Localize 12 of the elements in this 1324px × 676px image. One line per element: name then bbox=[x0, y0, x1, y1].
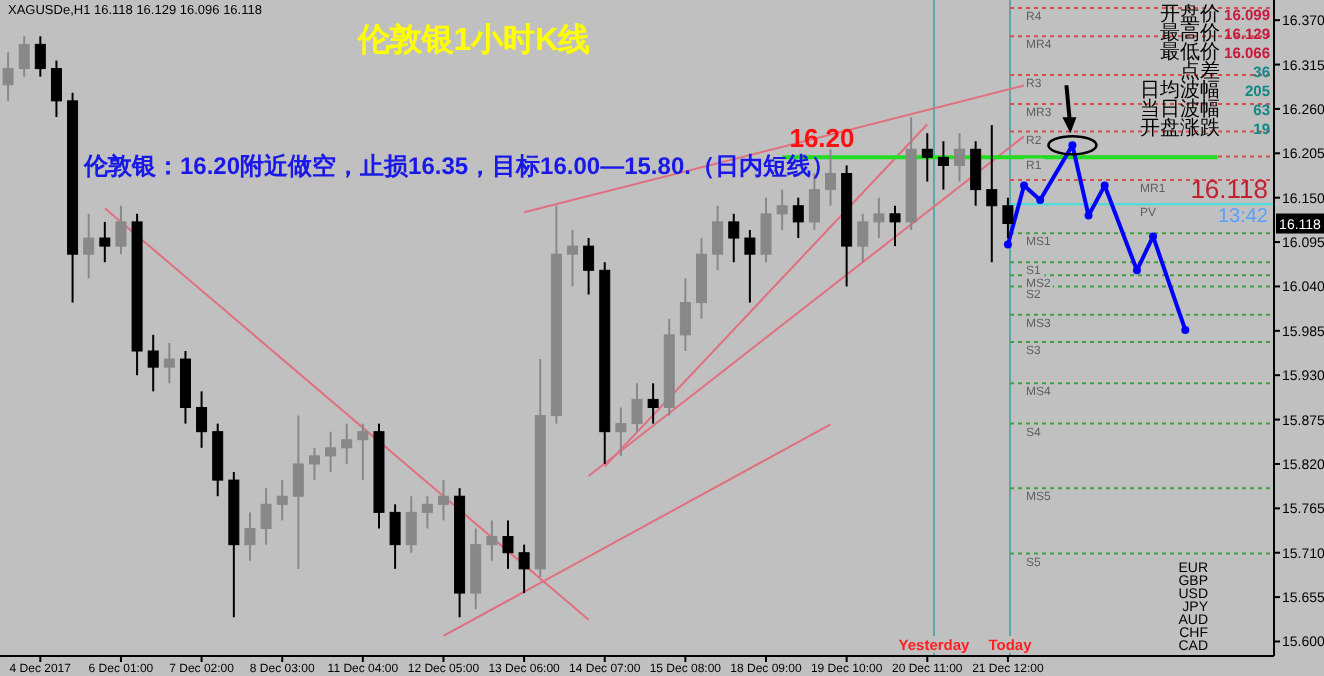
annotation: 点差 bbox=[1180, 59, 1220, 83]
annotation: 16.118 bbox=[1190, 174, 1268, 204]
annotation: 开盘价 bbox=[1160, 2, 1220, 26]
annotation: 最高价 bbox=[1160, 21, 1220, 45]
text: 伦敦银1小时K线 bbox=[355, 22, 591, 58]
annotation: 当日波幅 bbox=[1140, 97, 1220, 121]
annotation: 伦敦银：16.20附近做空，止损16.35，目标16.00—15.80.（日内短线） bbox=[82, 152, 835, 180]
annotation: 开盘涨跌 bbox=[1140, 116, 1220, 140]
annotation: 日均波幅 bbox=[1140, 78, 1220, 102]
annotation: 最低价 bbox=[1160, 40, 1220, 64]
annotation: 13:42 bbox=[1217, 206, 1269, 228]
annotation: 16.20 bbox=[789, 123, 855, 154]
